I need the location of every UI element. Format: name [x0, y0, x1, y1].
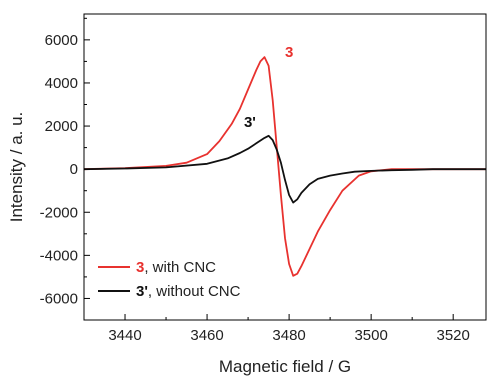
- y-tick-label-2000: 2000: [45, 118, 78, 135]
- y-tick-label-4000: 4000: [45, 75, 78, 92]
- annotation-s3p: 3': [244, 114, 256, 131]
- series-line-s3: [83, 56, 486, 277]
- annotations: 3 3': [244, 44, 293, 131]
- x-tick-label-3460: 3460: [190, 327, 223, 344]
- legend-label-s3: , with CNC: [144, 259, 216, 276]
- series-line-s3p: [83, 134, 486, 204]
- y-tick-label--4000: -4000: [40, 247, 78, 264]
- x-tick-label-3440: 3440: [108, 327, 141, 344]
- x-tick-label-3500: 3500: [354, 327, 387, 344]
- plot-frame: [83, 13, 487, 321]
- y-tick-label--6000: -6000: [40, 290, 78, 307]
- legend-entry-s3: 3, with CNC: [136, 259, 216, 276]
- legend-label-bold-s3p: 3': [136, 283, 148, 300]
- legend-label-s3p: , without CNC: [148, 283, 241, 300]
- annotation-s3: 3: [285, 44, 293, 61]
- x-tick-label-3520: 3520: [436, 327, 469, 344]
- legend-entry-s3p: 3', without CNC: [136, 283, 241, 300]
- y-axis-label: Intensity / a. u.: [7, 112, 26, 223]
- x-axis-label: Magnetic field / G: [219, 357, 351, 376]
- axis-ticks: 3440 3460 3480 3500 3520 -6000 -4000 -2000 0 2000…: [40, 17, 470, 344]
- y-tick-label-0: 0: [70, 161, 78, 178]
- plot-content: [83, 56, 486, 277]
- y-tick-label--2000: -2000: [40, 204, 78, 221]
- legend: 3, with CNC 3', without CNC: [98, 259, 241, 300]
- y-tick-label-6000: 6000: [45, 32, 78, 49]
- legend-label-bold-s3: 3: [136, 259, 144, 276]
- x-tick-label-3480: 3480: [272, 327, 305, 344]
